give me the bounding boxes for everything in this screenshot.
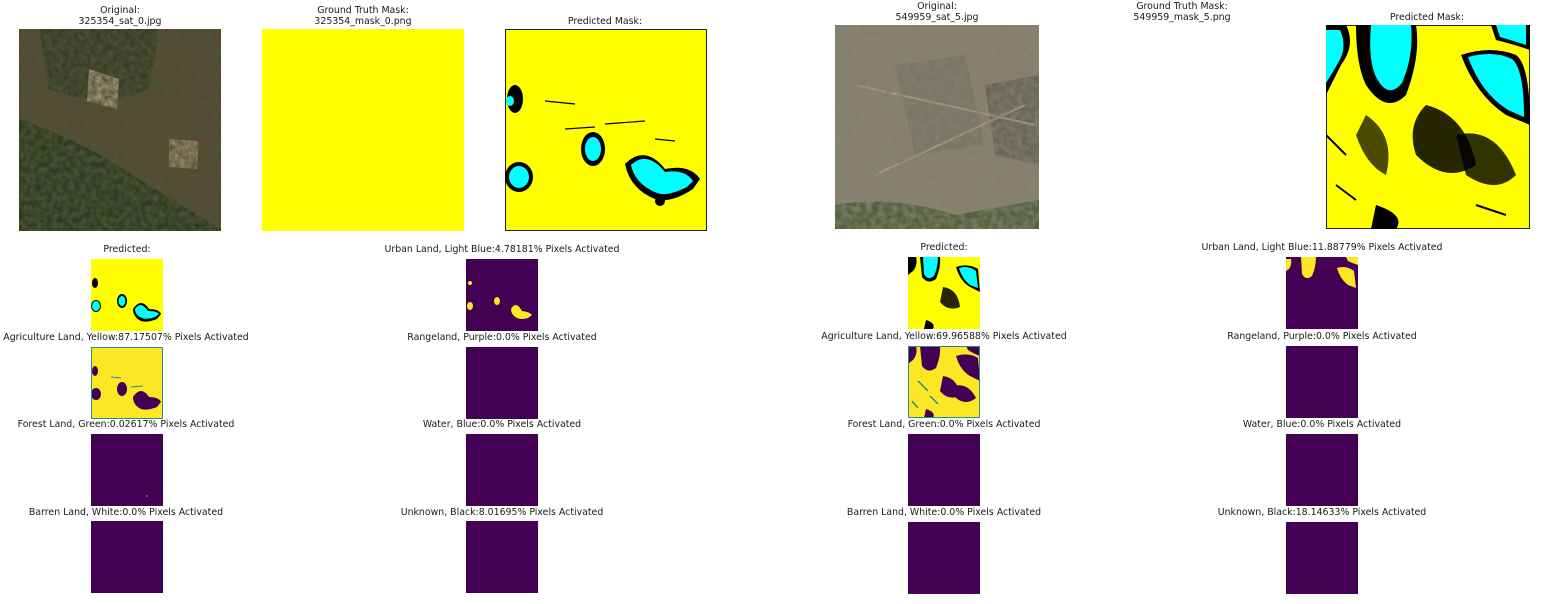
s2-class-urban-map: [1286, 257, 1358, 329]
s1-class-barren-map: [91, 521, 163, 593]
s2-class-rangeland-label: Rangeland, Purple:0.0% Pixels Activated: [1227, 331, 1417, 342]
s2-gt-title: Ground Truth Mask: 549959_mask_5.png: [1133, 1, 1231, 23]
s2-class-agriculture-map: [908, 346, 980, 418]
s2-class-water-label: Water, Blue:0.0% Pixels Activated: [1242, 419, 1402, 430]
s2-pred-mask-title: Predicted Mask:: [1389, 12, 1465, 23]
s1-class-agriculture-label: Agriculture Land, Yellow:87.17507% Pixel…: [3, 332, 249, 343]
s2-class-barren-label: Barren Land, White:0.0% Pixels Activated: [846, 507, 1042, 518]
s1-pred-mask-title: Predicted Mask:: [567, 16, 643, 27]
s1-ground-truth-mask: [262, 29, 464, 231]
s1-class-urban-map: [466, 259, 538, 331]
s1-class-rangeland-label: Rangeland, Purple:0.0% Pixels Activated: [407, 332, 597, 343]
s2-class-rangeland-map: [1286, 346, 1358, 418]
s1-class-agriculture-map: [91, 347, 163, 419]
s2-predicted-thumbnail: [908, 257, 980, 329]
s2-class-forest-label: Forest Land, Green:0.0% Pixels Activated: [847, 419, 1041, 430]
s1-class-forest-map: [91, 434, 163, 506]
s2-original-title: Original: 549959_sat_5.jpg: [895, 1, 979, 23]
s2-satellite-image: [835, 25, 1039, 229]
s2-class-water-map: [1286, 434, 1358, 506]
s1-gt-title: Ground Truth Mask: 325354_mask_0.png: [314, 5, 412, 27]
s2-class-unknown-map: [1286, 522, 1358, 594]
s1-class-urban-label: Urban Land, Light Blue:4.78181% Pixels A…: [384, 244, 620, 255]
s2-class-agriculture-label: Agriculture Land, Yellow:69.96588% Pixel…: [821, 331, 1067, 342]
s1-satellite-image: [19, 29, 221, 231]
s1-class-water-map: [466, 434, 538, 506]
s1-class-barren-label: Barren Land, White:0.0% Pixels Activated: [28, 507, 224, 518]
s1-predicted-title: Predicted:: [103, 244, 151, 255]
s1-predicted-thumbnail: [91, 259, 163, 331]
s2-predicted-title: Predicted:: [920, 242, 968, 253]
s1-class-forest-label: Forest Land, Green:0.02617% Pixels Activ…: [17, 419, 235, 430]
s1-class-unknown-map: [466, 521, 538, 593]
s1-class-rangeland-map: [466, 347, 538, 419]
s2-predicted-mask: [1326, 25, 1530, 229]
s2-class-unknown-label: Unknown, Black:18.14633% Pixels Activate…: [1217, 507, 1427, 518]
s1-class-water-label: Water, Blue:0.0% Pixels Activated: [422, 419, 582, 430]
s1-original-title: Original: 325354_sat_0.jpg: [78, 5, 162, 27]
s2-class-urban-label: Urban Land, Light Blue:11.88779% Pixels …: [1201, 242, 1443, 253]
s1-predicted-mask: [505, 29, 707, 231]
s1-class-unknown-label: Unknown, Black:8.01695% Pixels Activated: [400, 507, 604, 518]
s2-class-forest-map: [908, 434, 980, 506]
s2-class-barren-map: [908, 522, 980, 594]
